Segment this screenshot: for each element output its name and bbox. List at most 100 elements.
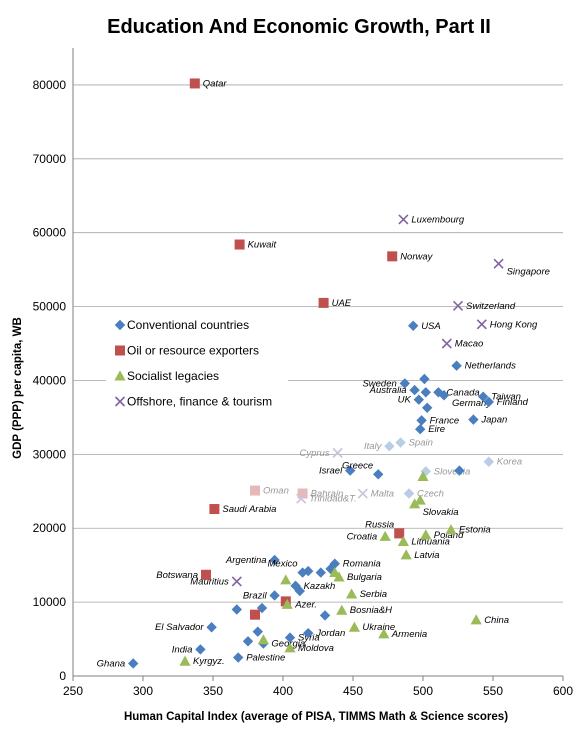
point-conventional-syria [284, 632, 296, 643]
legend-marker-oil [115, 345, 125, 356]
point-label-georgia: Georgia [271, 638, 305, 649]
point-label-brazil: Brazil [243, 590, 268, 601]
point-socialist-2 [280, 574, 292, 585]
y-tick-label-80000: 80000 [33, 78, 67, 92]
point-label-lithuania: Lithuania [411, 537, 450, 548]
point-conventional-india [195, 644, 206, 655]
y-tick-label-40000: 40000 [33, 373, 67, 387]
point-label-kyrgyz: Kyrgyz. [193, 656, 225, 667]
point-offshore-cyprus [332, 447, 343, 458]
point-conventional-taiwan [478, 391, 489, 402]
point-label-india: India [172, 644, 193, 655]
point-conventional-korea [483, 456, 494, 467]
x-tick-label-450: 450 [343, 684, 363, 698]
point-label-france: France [430, 415, 460, 426]
point-label-mexico: Mexico [268, 559, 298, 570]
point-oil-russia [394, 528, 405, 539]
point-conventional-australia [409, 384, 420, 396]
point-oil-botswana [201, 569, 211, 580]
point-label-china: China [484, 615, 509, 626]
y-tick-label-0: 0 [59, 669, 66, 683]
point-label-uae: UAE [332, 298, 352, 309]
point-label-argentina: Argentina [225, 555, 267, 566]
point-label-mauritius: Mauritius [190, 576, 229, 587]
point-oil-qatar [189, 78, 200, 89]
point-conventional-el-salvador [206, 622, 217, 633]
point-label-hong-kong: Hong Kong [490, 319, 538, 330]
point-offshore-trinidad-t [296, 493, 307, 504]
point-label-jordan: Jordan [315, 628, 345, 639]
legend-marker-socialist [114, 370, 126, 381]
point-socialist-armenia [378, 628, 390, 639]
point-label-armenia: Armenia [391, 629, 427, 640]
point-socialist-bulgaria [333, 571, 345, 582]
point-socialist-kyrgyz [179, 655, 191, 666]
point-conventional-ghana [128, 658, 139, 669]
point-conventional-34 [422, 402, 433, 414]
point-offshore-luxembourg-stroke-b [398, 214, 409, 225]
point-label-luxembourg: Luxembourg [411, 214, 465, 225]
point-socialist-lithuania [397, 535, 409, 547]
y-tick-label-30000: 30000 [33, 447, 67, 461]
point-socialist-1 [257, 634, 269, 645]
legend-marker-offshore-stroke-b [114, 396, 126, 407]
point-socialist-15 [414, 494, 426, 505]
point-offshore-luxembourg [398, 214, 409, 225]
y-tick-label-10000: 10000 [33, 595, 67, 609]
point-offshore-cyprus-stroke-b [332, 447, 343, 458]
point-conventional-13 [294, 585, 305, 597]
point-label-latvia: Latvia [414, 550, 439, 561]
point-conventional-japan [468, 414, 479, 425]
point-conventional-33 [420, 387, 431, 398]
point-label-japan: Japan [480, 415, 507, 426]
point-conventional-4 [231, 604, 242, 615]
point-socialist-china [470, 614, 482, 625]
point-label-germany: Germany [452, 398, 492, 409]
point-label-el-salvador: El Salvador [155, 622, 204, 633]
point-label-ghana: Ghana [97, 658, 126, 669]
x-tick-label-500: 500 [413, 684, 433, 698]
point-label-qatar: Qatar [203, 78, 228, 89]
point-label-syria: Syria [298, 633, 320, 644]
point-label-ukraine: Ukraine [362, 622, 395, 633]
legend-label-socialist: Socialist legacies [127, 369, 219, 383]
point-label-canada: Canada [446, 387, 479, 398]
point-label-slovenia: Slovenia [434, 466, 470, 477]
point-conventional-spain [395, 437, 406, 448]
point-conventional-17 [315, 567, 326, 578]
point-label-palestine: Palestine [246, 653, 285, 664]
point-conventional-eire [415, 424, 426, 435]
point-label-bahrain: Bahrain [311, 489, 344, 500]
point-oil-kuwait [234, 239, 245, 250]
point-label-russia: Russia [365, 519, 394, 530]
point-label-malta: Malta [371, 489, 394, 500]
point-conventional-netherlands [451, 360, 462, 371]
point-label-sweden: Sweden [362, 378, 396, 389]
point-conventional-finland [483, 396, 494, 408]
point-socialist-poland [420, 529, 432, 540]
y-tick-label-70000: 70000 [33, 152, 67, 166]
point-socialist-ukraine [348, 621, 360, 632]
point-conventional-czech [403, 488, 415, 499]
point-conventional-germany [438, 390, 450, 401]
point-conventional-argentina [269, 554, 280, 566]
point-label-uk: UK [398, 395, 412, 406]
point-offshore-malta [357, 488, 368, 499]
point-label-oman: Oman [263, 486, 289, 497]
point-label-israel: Israel [319, 466, 343, 477]
point-label-norway: Norway [400, 251, 433, 262]
point-conventional-6 [252, 626, 263, 637]
point-conventional-greece [373, 469, 384, 480]
point-oil-8 [250, 609, 260, 620]
point-conventional-france [416, 415, 427, 426]
point-label-czech: Czech [417, 489, 444, 500]
point-conventional-israel [345, 465, 356, 476]
legend-marker-conventional [114, 319, 126, 331]
point-label-italy: Italy [364, 441, 383, 452]
x-axis-label: Human Capital Index (average of PISA, TI… [124, 711, 508, 723]
point-offshore-malta-stroke-b [357, 488, 368, 499]
point-label-netherlands: Netherlands [465, 361, 516, 372]
point-label-usa: USA [421, 321, 441, 332]
point-label-eire: Eire [428, 424, 445, 435]
point-label-kuwait: Kuwait [248, 240, 277, 251]
